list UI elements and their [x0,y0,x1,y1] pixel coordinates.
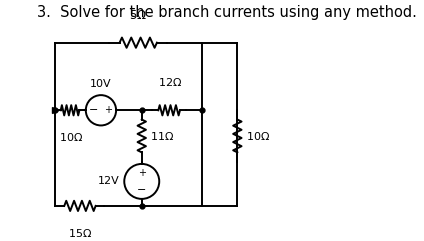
Text: 3.  Solve for the branch currents using any method.: 3. Solve for the branch currents using a… [37,5,417,20]
Text: 15$\Omega$: 15$\Omega$ [68,227,92,239]
Text: −: − [137,185,146,195]
Text: 11$\Omega$: 11$\Omega$ [150,130,174,142]
Text: −: − [89,105,98,115]
Text: 12V: 12V [98,176,120,186]
Text: 10$\Omega$: 10$\Omega$ [245,130,270,142]
Text: 12$\Omega$: 12$\Omega$ [158,76,182,88]
Text: 10V: 10V [90,79,112,89]
Text: 10$\Omega$: 10$\Omega$ [59,131,83,143]
Text: 5$\Omega$: 5$\Omega$ [129,9,147,22]
Text: +: + [104,105,112,115]
Text: +: + [138,168,146,178]
